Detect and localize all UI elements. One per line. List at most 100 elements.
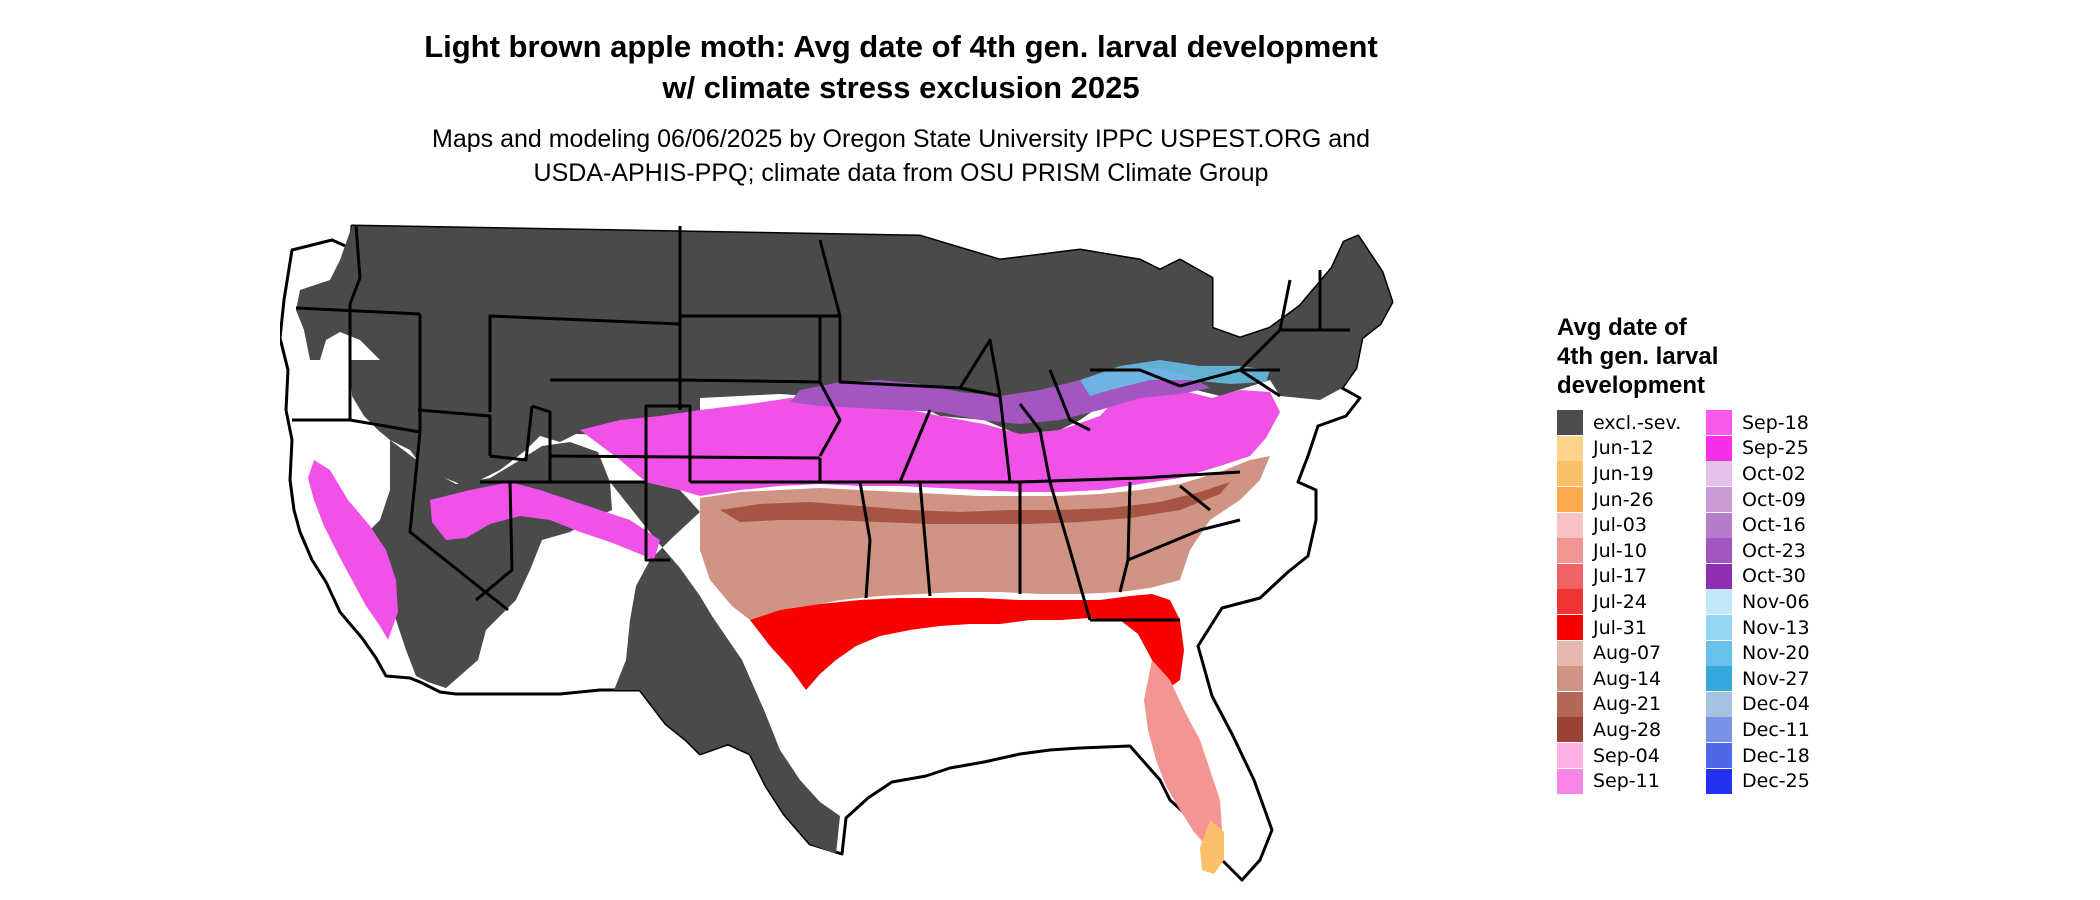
legend-item: Nov-13	[1706, 615, 1810, 641]
legend-label: Jul-31	[1593, 616, 1647, 639]
state-borders	[292, 225, 1350, 622]
legend-swatch	[1706, 538, 1732, 564]
legend-label: Jul-03	[1593, 514, 1647, 537]
band-florida	[1144, 660, 1222, 850]
legend-item: Oct-09	[1706, 487, 1810, 513]
legend-swatch	[1557, 768, 1583, 794]
legend-label: Sep-18	[1742, 411, 1809, 434]
band-arizona-pink	[430, 482, 660, 560]
excluded-region-west	[350, 360, 700, 484]
legend-item: Dec-11	[1706, 717, 1810, 743]
legend-swatch	[1706, 717, 1732, 743]
legend-swatch	[1706, 640, 1732, 666]
us-map	[280, 224, 1394, 882]
legend-swatch	[1706, 691, 1732, 717]
legend-label: Nov-06	[1742, 590, 1810, 613]
legend-title: Avg date of 4th gen. larval development	[1557, 314, 1719, 399]
legend-swatch	[1557, 666, 1583, 692]
legend-label: Sep-04	[1593, 744, 1660, 767]
legend-label: Nov-27	[1742, 667, 1810, 690]
legend-swatch	[1557, 538, 1583, 564]
legend-item: Jul-10	[1557, 538, 1681, 564]
legend-swatch	[1706, 461, 1732, 487]
band-aug-brown	[700, 456, 1270, 620]
legend-label: Sep-25	[1742, 437, 1809, 460]
legend-item: Oct-23	[1706, 538, 1810, 564]
legend-label: Aug-07	[1593, 642, 1662, 665]
legend-item: Nov-20	[1706, 640, 1810, 666]
legend-label: excl.-sev.	[1593, 411, 1682, 434]
legend-label: Oct-16	[1742, 514, 1806, 537]
band-california-pink	[308, 460, 398, 640]
legend-swatch	[1557, 512, 1583, 538]
legend-label: Sep-11	[1593, 770, 1660, 793]
legend-item: Dec-18	[1706, 743, 1810, 769]
legend-item: Aug-28	[1557, 717, 1681, 743]
legend-swatch	[1706, 743, 1732, 769]
legend-item: Aug-21	[1557, 691, 1681, 718]
legend-item: Nov-27	[1706, 666, 1810, 692]
legend-label: Aug-28	[1593, 718, 1662, 741]
legend-swatch	[1706, 666, 1732, 692]
legend-label: Nov-13	[1742, 616, 1810, 639]
legend-label: Dec-11	[1742, 718, 1810, 741]
legend-swatch	[1557, 640, 1583, 666]
legend-swatch	[1557, 717, 1583, 743]
legend-label: Dec-04	[1742, 693, 1810, 716]
legend-item: Sep-18	[1706, 410, 1810, 436]
legend-column-1: excl.-sev. Jun-12 Jun-19 Jun-26 Jul-03 Jul-10…	[1557, 410, 1681, 794]
legend-label: Oct-23	[1742, 539, 1806, 562]
legend-label: Jul-24	[1593, 590, 1647, 613]
legend-item: Sep-04	[1557, 743, 1681, 769]
map-title: Light brown apple moth: Avg date of 4th …	[424, 29, 1378, 64]
legend-item: Aug-14	[1557, 666, 1681, 692]
excluded-region-texas	[610, 482, 840, 854]
legend-swatch	[1557, 691, 1583, 717]
legend-swatch	[1557, 435, 1583, 461]
legend-label: Jun-12	[1593, 437, 1654, 460]
legend-swatch	[1706, 589, 1732, 615]
legend-label: Dec-25	[1742, 770, 1810, 793]
legend-label: Jul-17	[1593, 565, 1647, 588]
legend-label: Aug-21	[1593, 693, 1662, 716]
legend-item: Oct-30	[1706, 563, 1810, 590]
legend-swatch	[1557, 615, 1583, 641]
legend-swatch	[1706, 512, 1732, 538]
legend-item: Dec-25	[1706, 768, 1810, 794]
legend-item: Nov-06	[1706, 589, 1810, 615]
band-aug-dark	[720, 482, 1230, 524]
legend-item: Jul-31	[1557, 615, 1681, 641]
legend-item: Aug-07	[1557, 640, 1681, 666]
legend-item: Oct-16	[1706, 512, 1810, 538]
legend-swatch	[1557, 487, 1583, 513]
legend-label: Dec-18	[1742, 744, 1810, 767]
legend-column-2: Sep-18 Sep-25 Oct-02 Oct-09 Oct-16 Oct-23 Oct-…	[1706, 410, 1810, 794]
legend-swatch	[1557, 461, 1583, 487]
legend-item: Sep-11	[1557, 768, 1681, 794]
legend-item: Jul-03	[1557, 512, 1681, 538]
legend-label: Jun-19	[1593, 462, 1654, 485]
legend-label: Nov-20	[1742, 642, 1810, 665]
legend-item: Jul-17	[1557, 563, 1681, 590]
legend-swatch	[1706, 615, 1732, 641]
legend-item: Jun-26	[1557, 487, 1681, 513]
legend-item: Sep-25	[1706, 435, 1810, 462]
band-sep-oct	[580, 384, 1280, 496]
legend-item: Jun-12	[1557, 435, 1681, 462]
legend-label: Jun-26	[1593, 488, 1654, 511]
legend-label: Oct-30	[1742, 565, 1806, 588]
legend-swatch	[1706, 768, 1732, 794]
legend-item: Oct-02	[1706, 461, 1810, 487]
legend-swatch	[1706, 435, 1732, 461]
legend-swatch	[1557, 563, 1583, 589]
legend-item: Dec-04	[1706, 691, 1810, 718]
legend-swatch	[1706, 563, 1732, 589]
legend-label: Oct-02	[1742, 462, 1806, 485]
legend-swatch	[1557, 743, 1583, 769]
legend-swatch	[1706, 487, 1732, 513]
band-florida-tip	[1200, 820, 1224, 874]
legend-item: excl.-sev.	[1557, 410, 1681, 436]
legend-swatch	[1557, 410, 1583, 436]
legend-label: Aug-14	[1593, 667, 1662, 690]
legend-item: Jul-24	[1557, 589, 1681, 615]
